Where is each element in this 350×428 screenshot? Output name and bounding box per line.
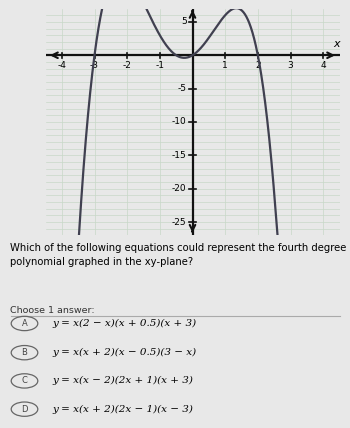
Text: y = x(x − 2)(2x + 1)(x + 3): y = x(x − 2)(2x + 1)(x + 3) bbox=[52, 376, 193, 386]
Text: y = x(x + 2)(x − 0.5)(3 − x): y = x(x + 2)(x − 0.5)(3 − x) bbox=[52, 348, 197, 357]
Text: -15: -15 bbox=[172, 151, 187, 160]
Text: 4: 4 bbox=[320, 61, 326, 70]
Text: B: B bbox=[22, 348, 27, 357]
Text: y = x(x + 2)(2x − 1)(x − 3): y = x(x + 2)(2x − 1)(x − 3) bbox=[52, 404, 193, 414]
Text: x: x bbox=[334, 39, 340, 49]
Text: -5: -5 bbox=[177, 84, 187, 93]
Text: Choose 1 answer:: Choose 1 answer: bbox=[10, 306, 95, 315]
Text: 1: 1 bbox=[222, 61, 228, 70]
Text: 5: 5 bbox=[181, 18, 187, 27]
Text: -20: -20 bbox=[172, 184, 187, 193]
Text: Which of the following equations could represent the fourth degree
polynomial gr: Which of the following equations could r… bbox=[10, 244, 347, 267]
Text: -3: -3 bbox=[90, 61, 99, 70]
Text: 2: 2 bbox=[255, 61, 261, 70]
Text: -25: -25 bbox=[172, 217, 187, 226]
Text: A: A bbox=[22, 319, 27, 328]
Text: -4: -4 bbox=[57, 61, 66, 70]
Text: 3: 3 bbox=[288, 61, 293, 70]
Text: C: C bbox=[22, 376, 27, 386]
Text: y = x(2 − x)(x + 0.5)(x + 3): y = x(2 − x)(x + 0.5)(x + 3) bbox=[52, 319, 197, 328]
Text: -2: -2 bbox=[123, 61, 132, 70]
Text: D: D bbox=[21, 404, 28, 414]
Text: -1: -1 bbox=[155, 61, 164, 70]
Text: -10: -10 bbox=[172, 117, 187, 127]
